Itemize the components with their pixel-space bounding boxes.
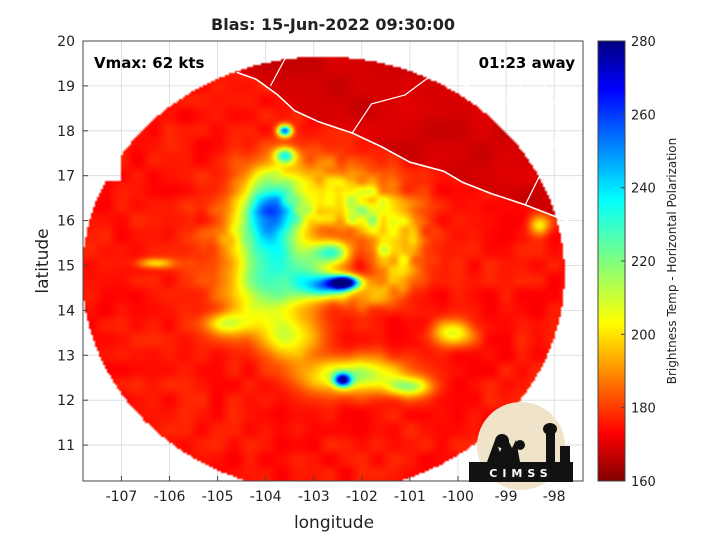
y-tick-label: 20: [57, 34, 75, 50]
chart-title: Blas: 15-Jun-2022 09:30:00: [211, 15, 455, 34]
colorbar-ticks: 160 180 200 220 240 260 280: [621, 35, 656, 490]
y-tick-label: 11: [57, 438, 75, 454]
plot-frame: [82, 40, 584, 482]
colorbar-tick-label: 260: [631, 108, 656, 123]
time-offset-annotation: 01:23 away: [479, 54, 576, 72]
vmax-annotation: Vmax: 62 kts: [94, 54, 204, 72]
x-axis-label: longitude: [294, 513, 374, 533]
state-border: [269, 41, 316, 87]
colorbar-tick-label: 180: [631, 402, 656, 417]
x-tick-label: -107: [106, 489, 138, 505]
y-axis-label: latitude: [33, 228, 53, 293]
colorbar-tick-label: 240: [631, 182, 656, 197]
state-border: [524, 94, 565, 206]
colorbar: [597, 40, 626, 482]
y-tick-label: 17: [57, 169, 75, 185]
coastline: [236, 71, 579, 226]
y-tick-label: 19: [57, 79, 75, 95]
x-tick-label: -102: [346, 489, 378, 505]
y-tick-label: 16: [57, 214, 75, 230]
x-tick-label: -105: [202, 489, 234, 505]
state-border: [351, 76, 560, 134]
y-axis-ticks: 11 12 13 14 15 16 17 18 19 20: [57, 34, 88, 454]
x-tick-label: -98: [543, 489, 566, 505]
colorbar-label: Brightness Temp - Horizontal Polarizatio…: [665, 138, 679, 385]
colorbar-tick-label: 160: [631, 475, 656, 490]
logo-text: CIMSS: [489, 467, 552, 480]
colorbar-tick-label: 280: [631, 35, 656, 50]
y-tick-label: 15: [57, 258, 75, 274]
x-tick-label: -100: [442, 489, 474, 505]
x-tick-label: -99: [495, 489, 518, 505]
y-tick-label: 18: [57, 124, 75, 140]
colorbar-tick-label: 220: [631, 255, 656, 270]
colorbar-tick-label: 200: [631, 328, 656, 343]
y-tick-label: 14: [57, 303, 75, 319]
cimss-logo: CIMSS: [469, 402, 573, 490]
y-tick-label: 13: [57, 348, 75, 364]
x-tick-label: -103: [298, 489, 330, 505]
x-tick-label: -106: [154, 489, 186, 505]
x-axis-ticks: -107 -106 -105 -104 -103 -102 -101 -100 -99 -98: [106, 476, 566, 505]
x-tick-label: -104: [250, 489, 282, 505]
y-tick-label: 12: [57, 393, 75, 409]
x-tick-label: -101: [394, 489, 426, 505]
